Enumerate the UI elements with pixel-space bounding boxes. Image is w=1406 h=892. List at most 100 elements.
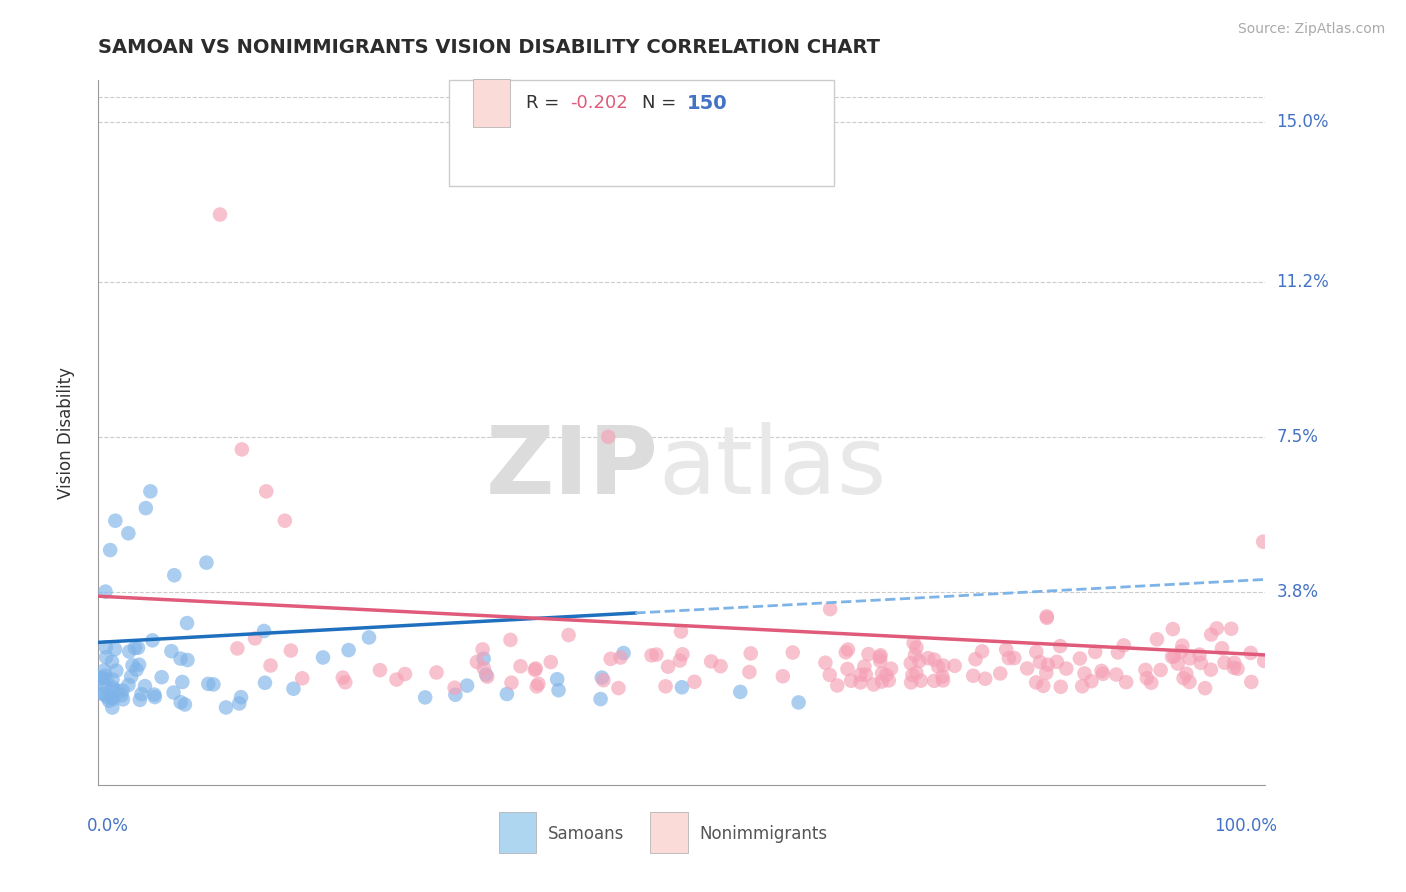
Point	[394, 667, 416, 681]
Point	[509, 659, 531, 673]
Point	[1188, 648, 1211, 662]
Point	[93, 664, 115, 678]
Point	[163, 568, 186, 582]
Point	[927, 659, 949, 673]
Point	[607, 681, 630, 695]
Point	[160, 644, 183, 658]
Point	[995, 642, 1018, 657]
Point	[1071, 679, 1094, 693]
Point	[1178, 651, 1201, 665]
Point	[910, 673, 932, 688]
Point	[254, 484, 277, 499]
Text: ZIP: ZIP	[485, 422, 658, 514]
Point	[1090, 664, 1112, 678]
Point	[229, 690, 252, 705]
FancyBboxPatch shape	[472, 78, 510, 128]
Point	[903, 636, 925, 650]
Point	[900, 657, 922, 671]
Point	[125, 663, 148, 677]
Point	[335, 675, 357, 690]
FancyBboxPatch shape	[499, 812, 536, 854]
Point	[332, 671, 354, 685]
Point	[129, 693, 152, 707]
Text: 0.0%: 0.0%	[87, 817, 128, 835]
Point	[814, 656, 837, 670]
Point	[499, 632, 522, 647]
Point	[1049, 680, 1071, 694]
Point	[962, 669, 984, 683]
Point	[91, 671, 114, 685]
Point	[131, 687, 153, 701]
Point	[96, 690, 118, 705]
Point	[96, 673, 118, 687]
Point	[283, 681, 305, 696]
Point	[870, 666, 893, 681]
Point	[1240, 675, 1263, 690]
Point	[385, 673, 408, 687]
Point	[1036, 611, 1059, 625]
Point	[901, 668, 924, 682]
Point	[162, 685, 184, 699]
Point	[1213, 656, 1236, 670]
Point	[111, 692, 134, 706]
Point	[1115, 675, 1137, 690]
Point	[101, 682, 124, 697]
Text: 7.5%: 7.5%	[1277, 428, 1319, 446]
Point	[1069, 651, 1091, 665]
Point	[880, 662, 903, 676]
Point	[924, 653, 946, 667]
Point	[472, 661, 495, 675]
Point	[546, 672, 568, 686]
Point	[1146, 632, 1168, 647]
Point	[825, 678, 848, 692]
Point	[1025, 675, 1047, 690]
Point	[1199, 627, 1222, 641]
Point	[208, 207, 231, 221]
Point	[477, 670, 499, 684]
Point	[444, 688, 467, 702]
Point	[110, 688, 132, 702]
Point	[1149, 663, 1171, 677]
FancyBboxPatch shape	[651, 812, 688, 854]
Point	[1032, 679, 1054, 693]
Point	[1211, 641, 1233, 656]
Point	[862, 677, 884, 691]
Point	[669, 624, 692, 639]
Point	[1025, 645, 1047, 659]
Point	[117, 526, 139, 541]
Point	[1112, 639, 1135, 653]
Point	[104, 642, 127, 657]
Point	[1073, 666, 1095, 681]
Point	[988, 666, 1011, 681]
Point	[922, 673, 945, 688]
Point	[1161, 649, 1184, 664]
Point	[118, 644, 141, 658]
Point	[526, 680, 548, 694]
Point	[291, 671, 314, 685]
Point	[127, 640, 149, 655]
Point	[259, 658, 281, 673]
FancyBboxPatch shape	[449, 80, 834, 186]
Text: SAMOAN VS NONIMMIGRANTS VISION DISABILITY CORRELATION CHART: SAMOAN VS NONIMMIGRANTS VISION DISABILIT…	[98, 37, 880, 56]
Point	[669, 654, 692, 668]
Point	[1135, 663, 1157, 677]
Point	[94, 584, 117, 599]
Point	[700, 655, 723, 669]
Point	[599, 652, 621, 666]
Point	[1167, 657, 1189, 671]
Point	[671, 680, 693, 694]
Point	[1223, 656, 1246, 670]
Point	[274, 514, 297, 528]
Point	[1199, 663, 1222, 677]
Point	[730, 685, 752, 699]
Point	[858, 647, 880, 661]
Point	[1046, 655, 1069, 669]
Point	[172, 675, 194, 690]
Point	[589, 692, 612, 706]
Point	[101, 673, 124, 687]
Point	[1161, 622, 1184, 636]
Y-axis label: Vision Disability: Vision Disability	[56, 367, 75, 499]
Point	[900, 675, 922, 690]
Text: Samoans: Samoans	[548, 825, 624, 843]
Point	[609, 650, 631, 665]
